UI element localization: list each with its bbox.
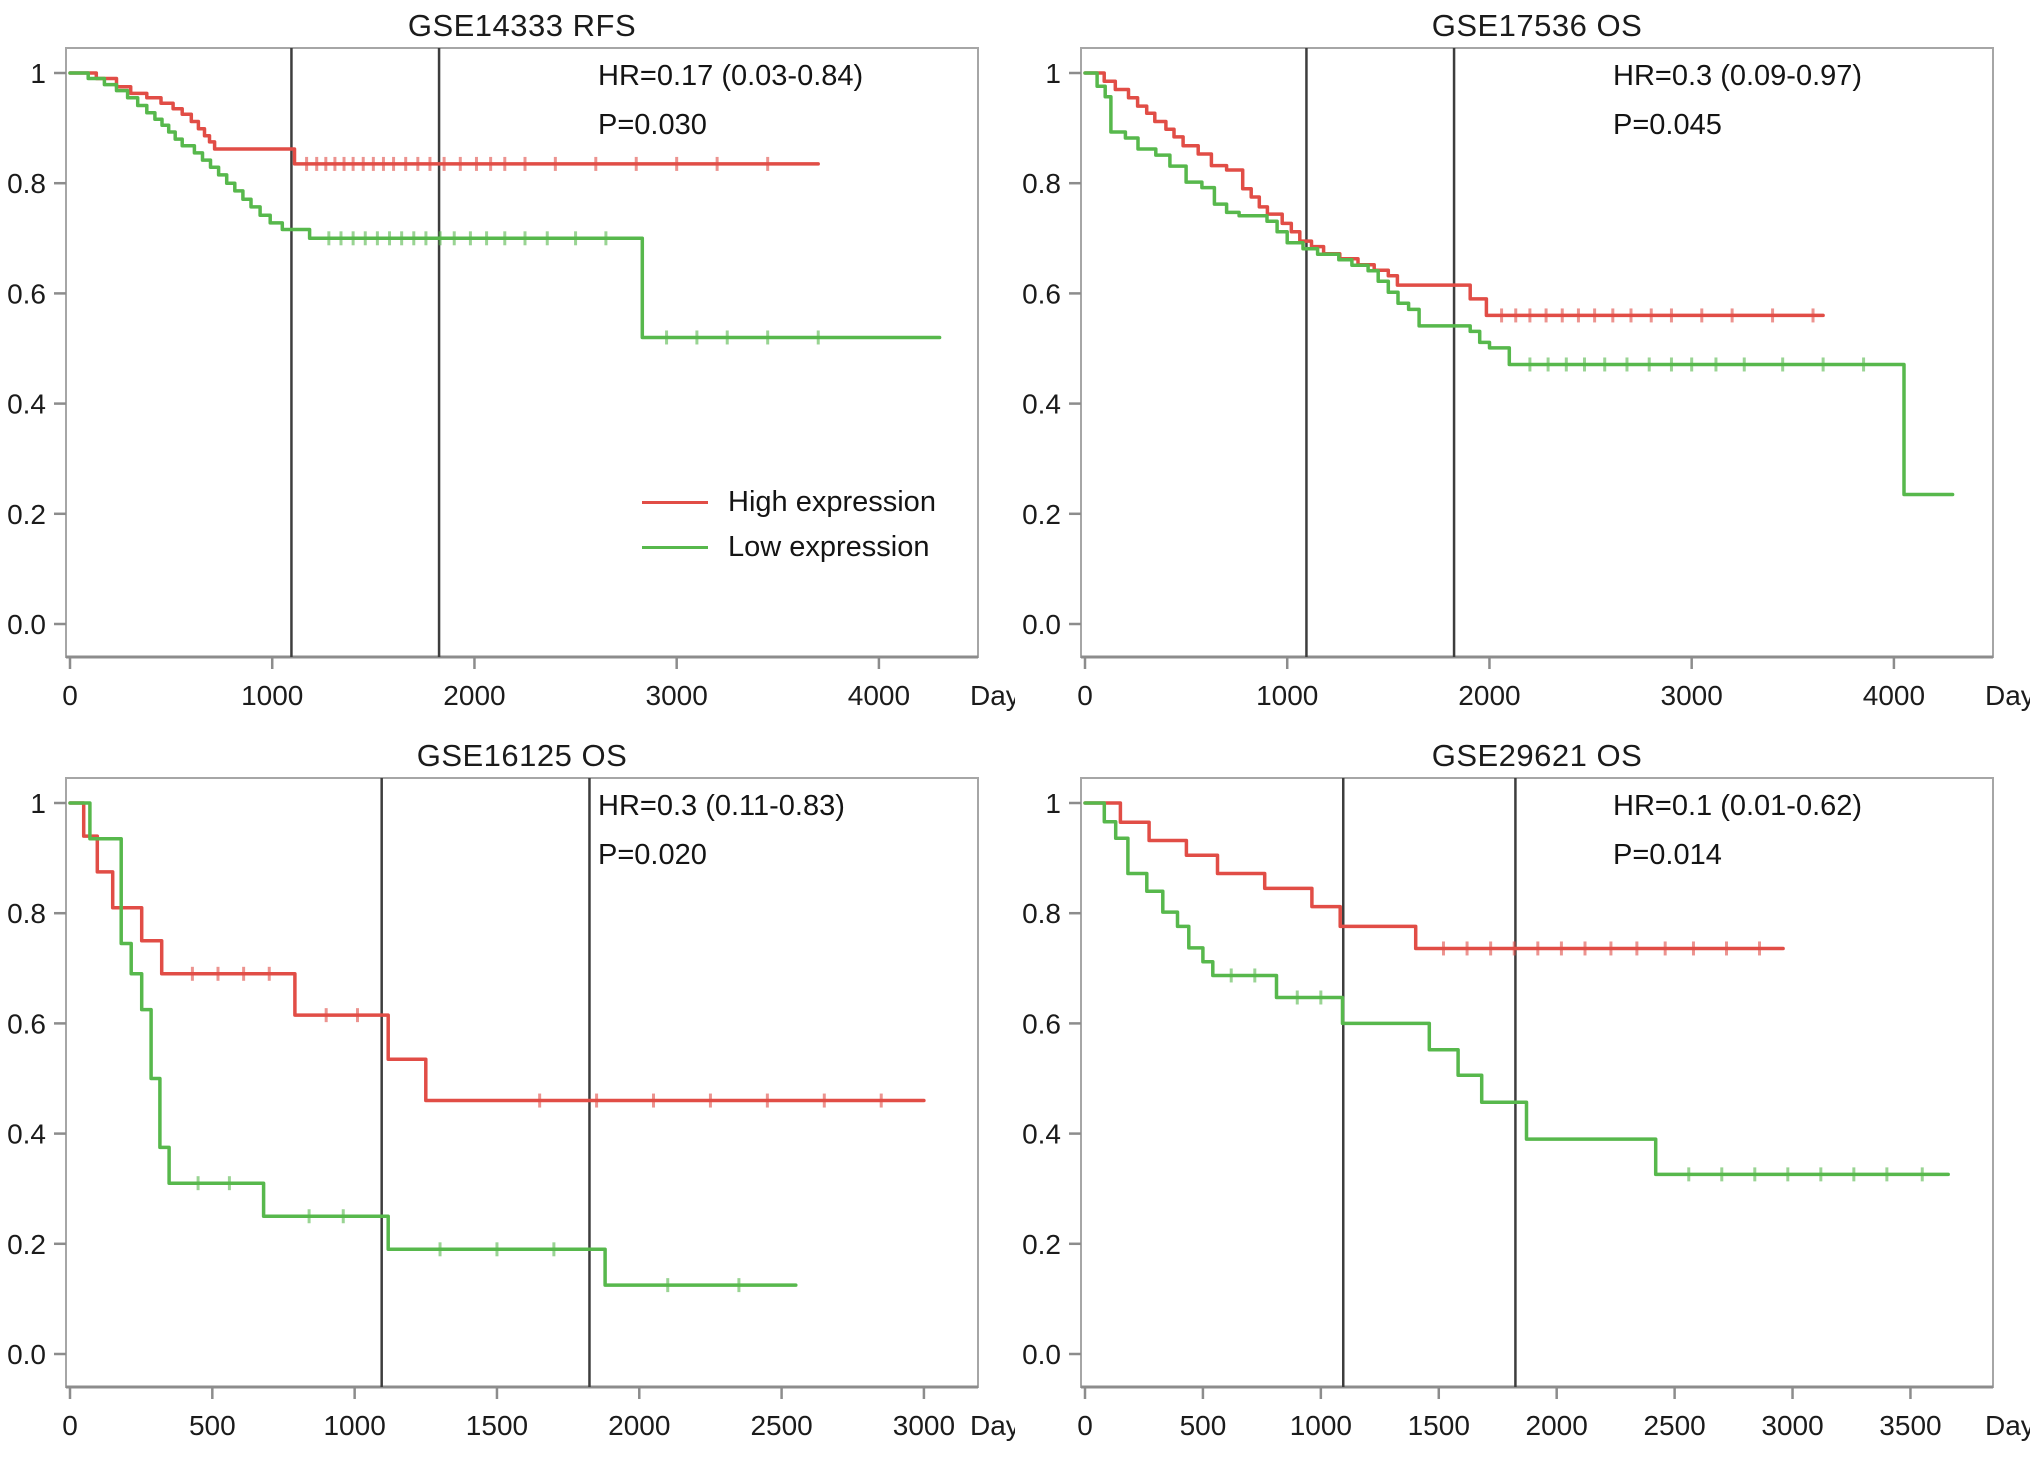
svg-text:4000: 4000 <box>848 680 910 711</box>
hazard-ratio-label: HR=0.17 (0.03-0.84) <box>598 60 864 92</box>
high-expression-line-swatch <box>642 501 708 504</box>
legend-item-high-expression: High expression <box>642 480 936 525</box>
p-value-label: P=0.045 <box>1613 109 1722 141</box>
km-plot-gse16125-os: 0 500 1000 1500 2000 2500 3000 Days 1 0.8 0.6 0.4 0.… <box>7 777 1015 1441</box>
stats-block: HR=0.3 (0.09-0.97) P=0.045 <box>1613 52 1862 150</box>
legend: High expression Low expression <box>642 480 936 570</box>
stats-block: HR=0.17 (0.03-0.84) P=0.030 <box>598 52 863 150</box>
panel-title-gse14333-rfs: GSE14333 RFS <box>407 8 637 43</box>
svg-text:0.8: 0.8 <box>1022 898 1061 929</box>
svg-text:1: 1 <box>1045 788 1061 819</box>
svg-text:3000: 3000 <box>646 680 708 711</box>
svg-text:0.2: 0.2 <box>7 1229 46 1260</box>
svg-text:500: 500 <box>189 1410 236 1441</box>
svg-text:3500: 3500 <box>1879 1410 1941 1441</box>
km-panel-gse16125-os: 0 500 1000 1500 2000 2500 3000 Days 1 0.8 0.6 0.4 0.… <box>0 730 1015 1460</box>
svg-text:Days: Days <box>970 1410 1015 1441</box>
p-value-label: P=0.030 <box>598 109 707 141</box>
svg-text:2000: 2000 <box>608 1410 670 1441</box>
svg-text:3000: 3000 <box>1761 1410 1823 1441</box>
km-panel-gse17536-os: 0 1000 2000 3000 4000 Days 1 0.8 0.6 0.4 0.2 0.0 GS… <box>1015 0 2030 730</box>
svg-text:500: 500 <box>1180 1410 1227 1441</box>
svg-text:2000: 2000 <box>1526 1410 1588 1441</box>
svg-text:0.4: 0.4 <box>1022 389 1061 420</box>
svg-text:0.4: 0.4 <box>7 1119 46 1150</box>
svg-text:0.4: 0.4 <box>7 389 46 420</box>
panel-title-gse16125-os: GSE16125 OS <box>416 738 628 773</box>
svg-text:1500: 1500 <box>466 1410 528 1441</box>
svg-text:0.8: 0.8 <box>7 168 46 199</box>
hazard-ratio-label: HR=0.1 (0.01-0.62) <box>1613 790 1863 822</box>
svg-text:0: 0 <box>1077 1410 1093 1441</box>
km-plot-gse14333-rfs: 0 1000 2000 3000 4000 Days 1 0.8 0.6 0.4 0.2 0.0 <box>7 47 1015 711</box>
svg-text:2000: 2000 <box>443 680 505 711</box>
legend-label-high: High expression <box>728 486 936 518</box>
stats-block: HR=0.1 (0.01-0.62) P=0.014 <box>1613 782 1862 880</box>
svg-text:3000: 3000 <box>1661 680 1723 711</box>
hazard-ratio-label: HR=0.3 (0.11-0.83) <box>598 790 845 822</box>
svg-text:0: 0 <box>1077 680 1093 711</box>
panel-title-gse17536-os: GSE17536 OS <box>1431 8 1643 43</box>
svg-text:1000: 1000 <box>323 1410 385 1441</box>
svg-text:0: 0 <box>62 680 78 711</box>
svg-text:0.6: 0.6 <box>1022 1008 1061 1039</box>
svg-text:1: 1 <box>1045 58 1061 89</box>
svg-text:1000: 1000 <box>1290 1410 1352 1441</box>
legend-item-low-expression: Low expression <box>642 525 936 570</box>
svg-text:0.6: 0.6 <box>7 278 46 309</box>
p-value-label: P=0.014 <box>1613 839 1722 871</box>
svg-text:0.6: 0.6 <box>7 1008 46 1039</box>
svg-text:Days: Days <box>1985 1410 2030 1441</box>
low-expression-line-swatch <box>642 546 708 549</box>
svg-text:Days: Days <box>970 680 1015 711</box>
hazard-ratio-label: HR=0.3 (0.09-0.97) <box>1613 60 1863 92</box>
svg-text:1000: 1000 <box>241 680 303 711</box>
svg-text:2500: 2500 <box>750 1410 812 1441</box>
svg-text:0.8: 0.8 <box>1022 168 1061 199</box>
svg-text:1500: 1500 <box>1408 1410 1470 1441</box>
svg-text:0.0: 0.0 <box>7 1339 46 1370</box>
svg-text:1: 1 <box>30 58 46 89</box>
km-panel-gse29621-os: 0 500 1000 1500 2000 2500 3000 3500 Days 1 0.8 0.6 0… <box>1015 730 2030 1460</box>
stats-block: HR=0.3 (0.11-0.83) P=0.020 <box>598 782 845 880</box>
svg-text:0.0: 0.0 <box>1022 1339 1061 1370</box>
svg-text:3000: 3000 <box>893 1410 955 1441</box>
panel-title-gse29621-os: GSE29621 OS <box>1431 738 1643 773</box>
km-panel-gse14333-rfs: 0 1000 2000 3000 4000 Days 1 0.8 0.6 0.4 0.2 0.0 GS… <box>0 0 1015 730</box>
svg-text:Days: Days <box>1985 680 2030 711</box>
svg-text:0.6: 0.6 <box>1022 278 1061 309</box>
p-value-label: P=0.020 <box>598 839 707 871</box>
svg-text:0: 0 <box>62 1410 78 1441</box>
svg-text:0.0: 0.0 <box>1022 609 1061 640</box>
svg-text:0.4: 0.4 <box>1022 1119 1061 1150</box>
svg-text:0.8: 0.8 <box>7 898 46 929</box>
svg-text:0.2: 0.2 <box>7 499 46 530</box>
svg-text:1000: 1000 <box>1256 680 1318 711</box>
km-plot-gse17536-os: 0 1000 2000 3000 4000 Days 1 0.8 0.6 0.4 0.2 0.0 <box>1022 47 2030 711</box>
svg-text:1: 1 <box>30 788 46 819</box>
km-plot-gse29621-os: 0 500 1000 1500 2000 2500 3000 3500 Days 1 0.8 0.6 0… <box>1022 777 2030 1441</box>
svg-text:2000: 2000 <box>1458 680 1520 711</box>
svg-text:0.2: 0.2 <box>1022 1229 1061 1260</box>
legend-label-low: Low expression <box>728 531 930 563</box>
svg-text:2500: 2500 <box>1643 1410 1705 1441</box>
svg-text:0.2: 0.2 <box>1022 499 1061 530</box>
svg-text:4000: 4000 <box>1863 680 1925 711</box>
svg-text:0.0: 0.0 <box>7 609 46 640</box>
